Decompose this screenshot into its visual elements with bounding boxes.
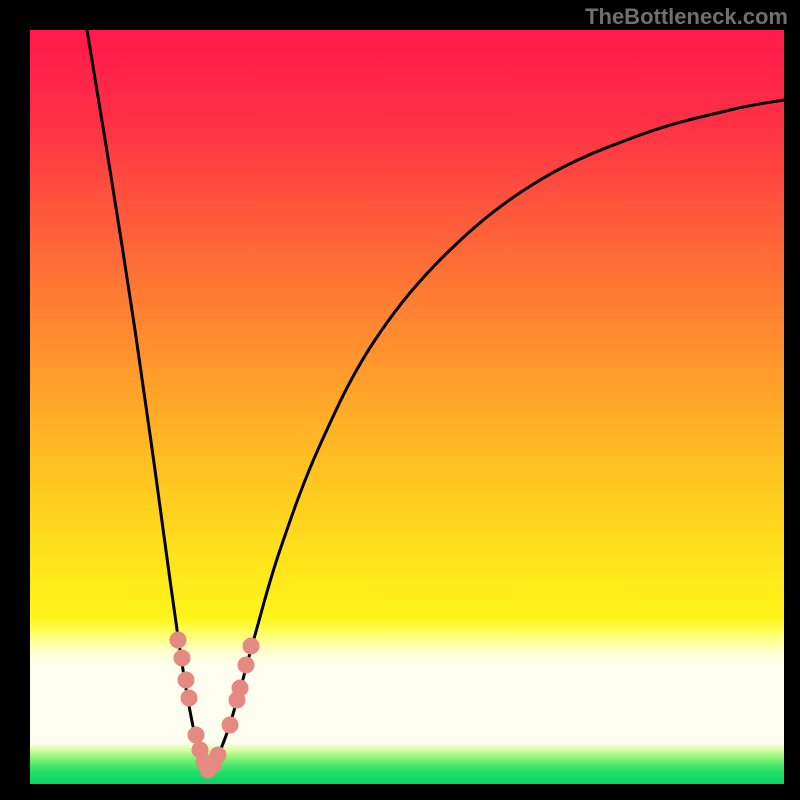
data-marker xyxy=(188,727,204,743)
plot-area xyxy=(30,30,784,784)
data-marker xyxy=(181,690,197,706)
data-marker xyxy=(178,672,194,688)
curve-right-branch xyxy=(208,100,784,770)
data-marker xyxy=(232,680,248,696)
data-marker xyxy=(174,650,190,666)
chart-frame: TheBottleneck.com xyxy=(0,0,800,800)
data-marker xyxy=(238,657,254,673)
data-marker xyxy=(222,717,238,733)
data-marker xyxy=(170,632,186,648)
data-marker xyxy=(243,638,259,654)
watermark-text: TheBottleneck.com xyxy=(585,4,788,30)
data-marker xyxy=(210,747,226,763)
curve-layer xyxy=(30,30,784,784)
